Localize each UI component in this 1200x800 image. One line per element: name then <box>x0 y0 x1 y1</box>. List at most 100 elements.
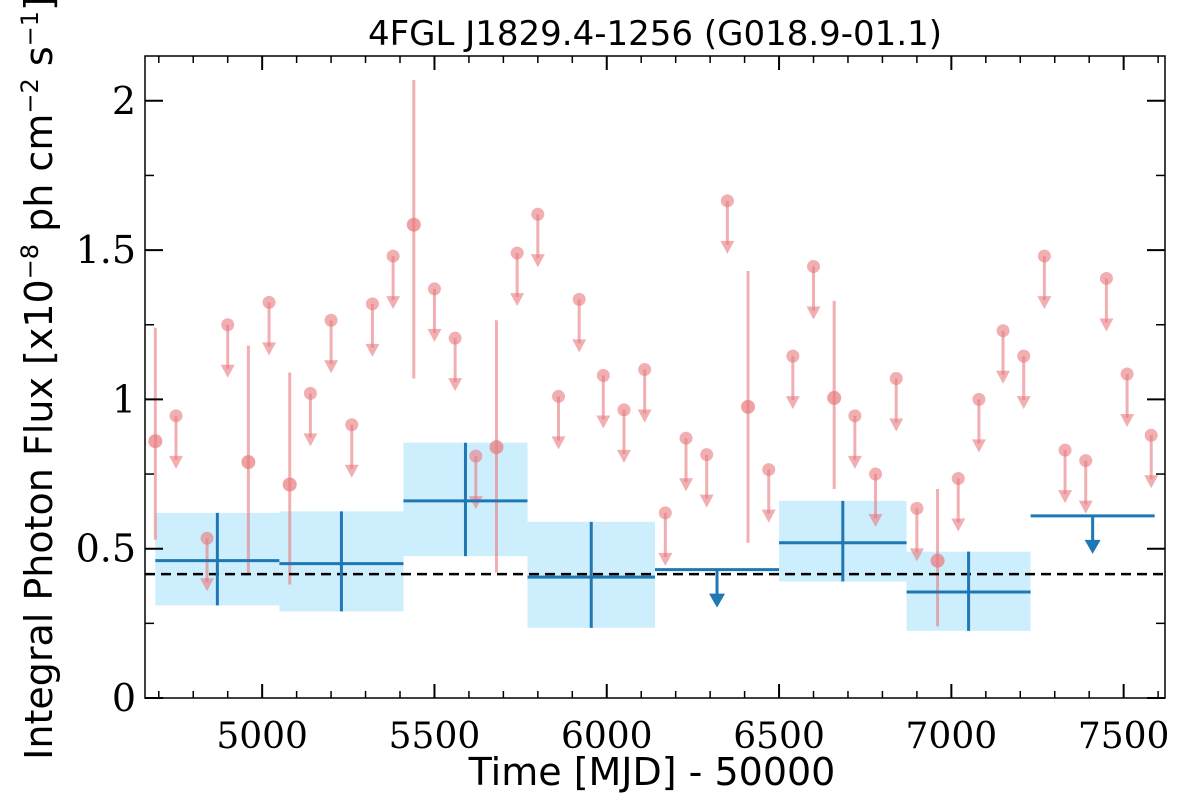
fine-upper-limit-marker <box>200 531 214 545</box>
fine-upper-limit-marker <box>169 409 183 423</box>
fine-upper-limit-marker <box>996 324 1010 338</box>
fine-upper-limit-marker <box>807 260 821 274</box>
fine-upper-limit-marker <box>1058 443 1072 457</box>
fine-data-point <box>241 455 256 470</box>
coarse-upper-limit-arrow <box>1084 539 1101 554</box>
fine-upper-limit-marker <box>889 371 903 385</box>
fine-upper-limit-arrow <box>448 378 463 392</box>
fine-upper-limit-arrow <box>720 240 735 254</box>
fine-upper-limit-marker <box>469 449 483 463</box>
fine-upper-limit-arrow <box>1016 396 1031 410</box>
fine-upper-limit-arrow <box>847 455 862 469</box>
fine-upper-limit-arrow <box>699 494 714 508</box>
fine-upper-limit-arrow <box>971 439 986 453</box>
chart-title: 4FGL J1829.4-1256 (G018.9-01.1) <box>368 14 942 54</box>
fine-upper-limit-marker <box>1144 428 1158 442</box>
fine-upper-limit-marker <box>951 472 965 486</box>
fine-upper-limit-marker <box>786 349 800 363</box>
fine-upper-limit-arrow <box>169 455 184 469</box>
fine-upper-limit-marker <box>972 392 986 406</box>
fine-upper-limit-marker <box>848 409 862 423</box>
fine-upper-limit-arrow <box>679 478 694 492</box>
fine-upper-limit-arrow <box>658 552 673 566</box>
fine-upper-limit-arrow <box>386 296 401 310</box>
fine-upper-limit-marker <box>617 403 631 417</box>
fine-upper-limit-marker <box>679 431 693 445</box>
fine-upper-limit-arrow <box>909 548 924 562</box>
fine-upper-limit-arrow <box>468 496 483 510</box>
fine-upper-limit-marker <box>658 506 672 520</box>
y-axis-label-unit2: s <box>17 46 61 78</box>
fine-upper-limit-marker <box>365 297 379 311</box>
fine-upper-limit-arrow <box>324 360 339 374</box>
fine-upper-limit-marker <box>720 194 734 208</box>
y-tick-label: 1.5 <box>76 228 136 272</box>
y-axis-label-main: Integral Photon Flux [x10 <box>17 279 61 760</box>
fine-upper-limit-marker <box>303 386 317 400</box>
fine-data-point <box>406 217 421 232</box>
fine-data-point <box>282 477 297 492</box>
fine-data-point <box>930 553 945 568</box>
x-tick-label: 6500 <box>733 716 825 757</box>
fine-upper-limit-arrow <box>1078 500 1093 514</box>
y-axis-label-exp1: −8 <box>16 244 44 279</box>
fine-upper-limit-marker <box>221 318 235 332</box>
fine-upper-limit-marker <box>510 246 524 260</box>
fine-upper-limit-arrow <box>761 509 776 523</box>
y-axis-label-end: ] <box>17 0 61 11</box>
x-tick-label: 7000 <box>906 716 998 757</box>
x-tick-label: 5000 <box>216 716 308 757</box>
fine-upper-limit-arrow <box>303 433 318 447</box>
fine-upper-limit-arrow <box>868 514 883 528</box>
fine-upper-limit-marker <box>1099 271 1113 285</box>
fine-upper-limit-arrow <box>510 293 525 307</box>
y-axis-ticks: 0 0.5 1 1.5 2 <box>76 79 1165 720</box>
plot-frame <box>144 55 1166 699</box>
fine-upper-limit-arrow <box>596 415 611 429</box>
fine-upper-limit-arrow <box>200 578 215 592</box>
fine-upper-limit-arrow <box>1144 475 1159 489</box>
fine-upper-limit-marker <box>1079 454 1093 468</box>
fine-upper-limit-marker <box>1037 249 1051 263</box>
y-axis-label-exp3: −1 <box>16 11 44 46</box>
fine-upper-limit-arrow <box>996 370 1011 384</box>
fine-upper-limit-arrow <box>220 364 235 378</box>
fine-upper-limit-arrow <box>889 418 904 432</box>
fine-upper-limit-arrow <box>365 343 380 357</box>
fine-upper-limit-arrow <box>1120 414 1135 428</box>
fine-upper-limit-arrow <box>1058 490 1073 504</box>
coarse-bin-series <box>155 442 1155 631</box>
fine-upper-limit-marker <box>345 418 359 432</box>
fine-upper-limit-arrow <box>344 464 359 478</box>
fine-upper-limit-marker <box>638 363 652 377</box>
y-tick-label: 2 <box>112 79 136 123</box>
fine-upper-limit-marker <box>572 292 586 306</box>
coarse-upper-limit-arrow <box>709 593 726 608</box>
fine-upper-limit-marker <box>552 389 566 403</box>
fine-data-point <box>489 440 504 455</box>
fine-upper-limit-arrow <box>637 409 652 423</box>
fine-upper-limit-marker <box>531 207 545 221</box>
fine-upper-limit-arrow <box>1037 296 1052 310</box>
fine-upper-limit-marker <box>910 501 924 515</box>
fine-upper-limit-marker <box>1120 367 1134 381</box>
fine-upper-limit-marker <box>262 295 276 309</box>
y-axis-label-exp2: −2 <box>16 78 44 113</box>
fine-upper-limit-arrow <box>785 396 800 410</box>
y-tick-label: 1 <box>112 377 136 421</box>
x-tick-label: 6000 <box>561 716 653 757</box>
y-axis-label: Integral Photon Flux [x10−8 ph cm−2 s−1] <box>16 0 61 760</box>
y-tick-label: 0.5 <box>76 527 136 571</box>
fine-upper-limit-arrow <box>616 449 631 463</box>
fine-upper-limit-marker <box>762 463 776 477</box>
y-tick-label: 0 <box>112 676 136 720</box>
fine-data-point <box>827 390 842 405</box>
fine-upper-limit-arrow <box>262 342 277 356</box>
fine-upper-limit-arrow <box>806 306 821 320</box>
fine-upper-limit-arrow <box>427 328 442 342</box>
x-tick-label: 5500 <box>389 716 481 757</box>
fine-upper-limit-arrow <box>572 339 587 353</box>
fine-upper-limit-marker <box>869 467 883 481</box>
